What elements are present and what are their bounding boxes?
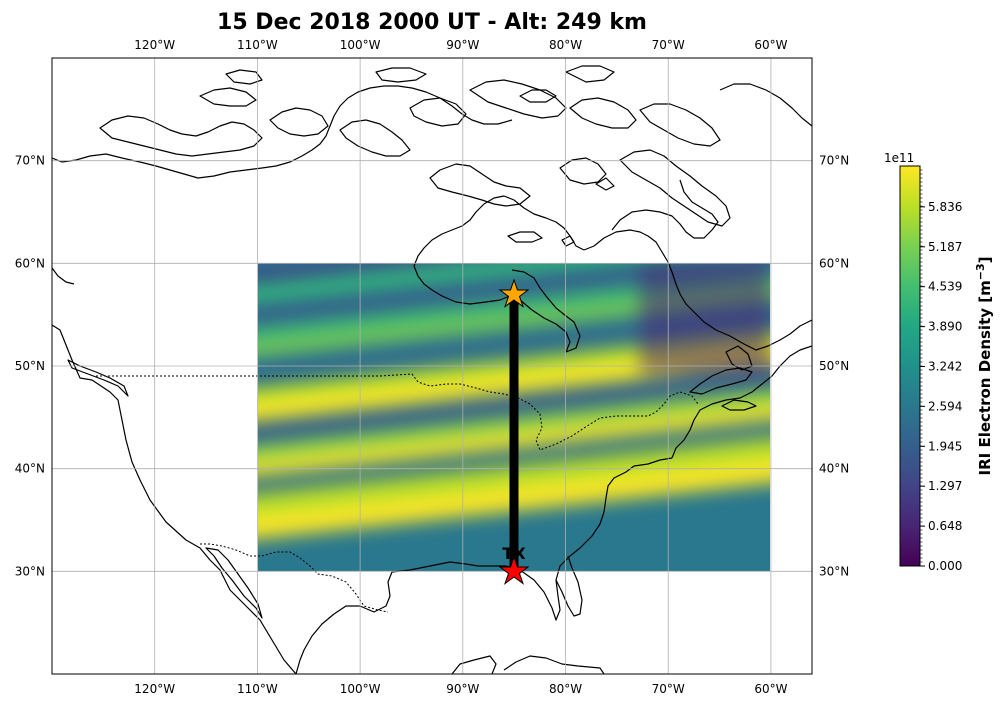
lon-tick-label-top: 80°W bbox=[549, 38, 582, 52]
lat-tick-label-right: 40°N bbox=[819, 462, 849, 476]
coastlines bbox=[52, 65, 812, 674]
lon-tick-label-bottom: 60°W bbox=[754, 682, 787, 696]
colorbar-tick-label: 1.297 bbox=[928, 479, 962, 493]
colorbar-tick-label: 5.187 bbox=[928, 240, 962, 254]
lon-tick-label-top: 60°W bbox=[754, 38, 787, 52]
lat-tick-label-left: 40°N bbox=[15, 462, 45, 476]
heatmap-low-region bbox=[640, 263, 770, 373]
lat-tick-label-left: 60°N bbox=[15, 256, 45, 270]
lon-tick-label-bottom: 110°W bbox=[237, 682, 278, 696]
end-star-marker bbox=[498, 278, 530, 308]
map-frame bbox=[51, 57, 813, 675]
lat-tick-label-right: 50°N bbox=[819, 359, 849, 373]
lat-tick-label-right: 30°N bbox=[819, 564, 849, 578]
lon-tick-label-top: 110°W bbox=[237, 38, 278, 52]
lat-tick-label-right: 60°N bbox=[819, 256, 849, 270]
lon-tick-label-top: 100°W bbox=[340, 38, 381, 52]
colorbar: 0.000 0.648 1.297 1.945 2.594 3.242 3.890 4.539… bbox=[884, 151, 994, 573]
colorbar-tick-label: 3.890 bbox=[928, 320, 962, 334]
colorbar-tick-label: 2.594 bbox=[928, 399, 962, 413]
colorbar-multiplier: 1e11 bbox=[884, 151, 914, 165]
lat-tick-label-left: 70°N bbox=[15, 154, 45, 168]
lat-tick-label-left: 30°N bbox=[15, 564, 45, 578]
map-title: 15 Dec 2018 2000 UT - Alt: 249 km bbox=[217, 10, 647, 35]
country-borders bbox=[96, 373, 699, 613]
lon-tick-label-bottom: 120°W bbox=[134, 682, 175, 696]
colorbar-tick-label: 4.539 bbox=[928, 280, 962, 294]
colorbar-label: IRI Electron Density [m−3] bbox=[974, 257, 994, 476]
station-label: TX bbox=[502, 544, 526, 563]
colorbar-tick-label: 3.242 bbox=[928, 359, 962, 373]
lon-tick-label-bottom: 70°W bbox=[652, 682, 685, 696]
colorbar-tick-label: 0.648 bbox=[928, 519, 962, 533]
lon-tick-label-top: 70°W bbox=[652, 38, 685, 52]
lat-tick-label-left: 50°N bbox=[15, 359, 45, 373]
gridlines bbox=[52, 58, 812, 674]
lon-tick-label-top: 90°W bbox=[446, 38, 479, 52]
lon-tick-label-bottom: 100°W bbox=[340, 682, 381, 696]
colorbar-tick-label: 1.945 bbox=[928, 439, 962, 453]
colorbar-tick-label: 5.836 bbox=[928, 200, 962, 214]
lon-tick-label-bottom: 90°W bbox=[446, 682, 479, 696]
start-star-marker bbox=[498, 555, 530, 585]
heatmap-band bbox=[258, 263, 413, 280]
lon-tick-label-bottom: 80°W bbox=[549, 682, 582, 696]
colorbar-tick-label: 0.000 bbox=[928, 559, 962, 573]
lat-tick-label-right: 70°N bbox=[819, 154, 849, 168]
lon-tick-label-top: 120°W bbox=[134, 38, 175, 52]
